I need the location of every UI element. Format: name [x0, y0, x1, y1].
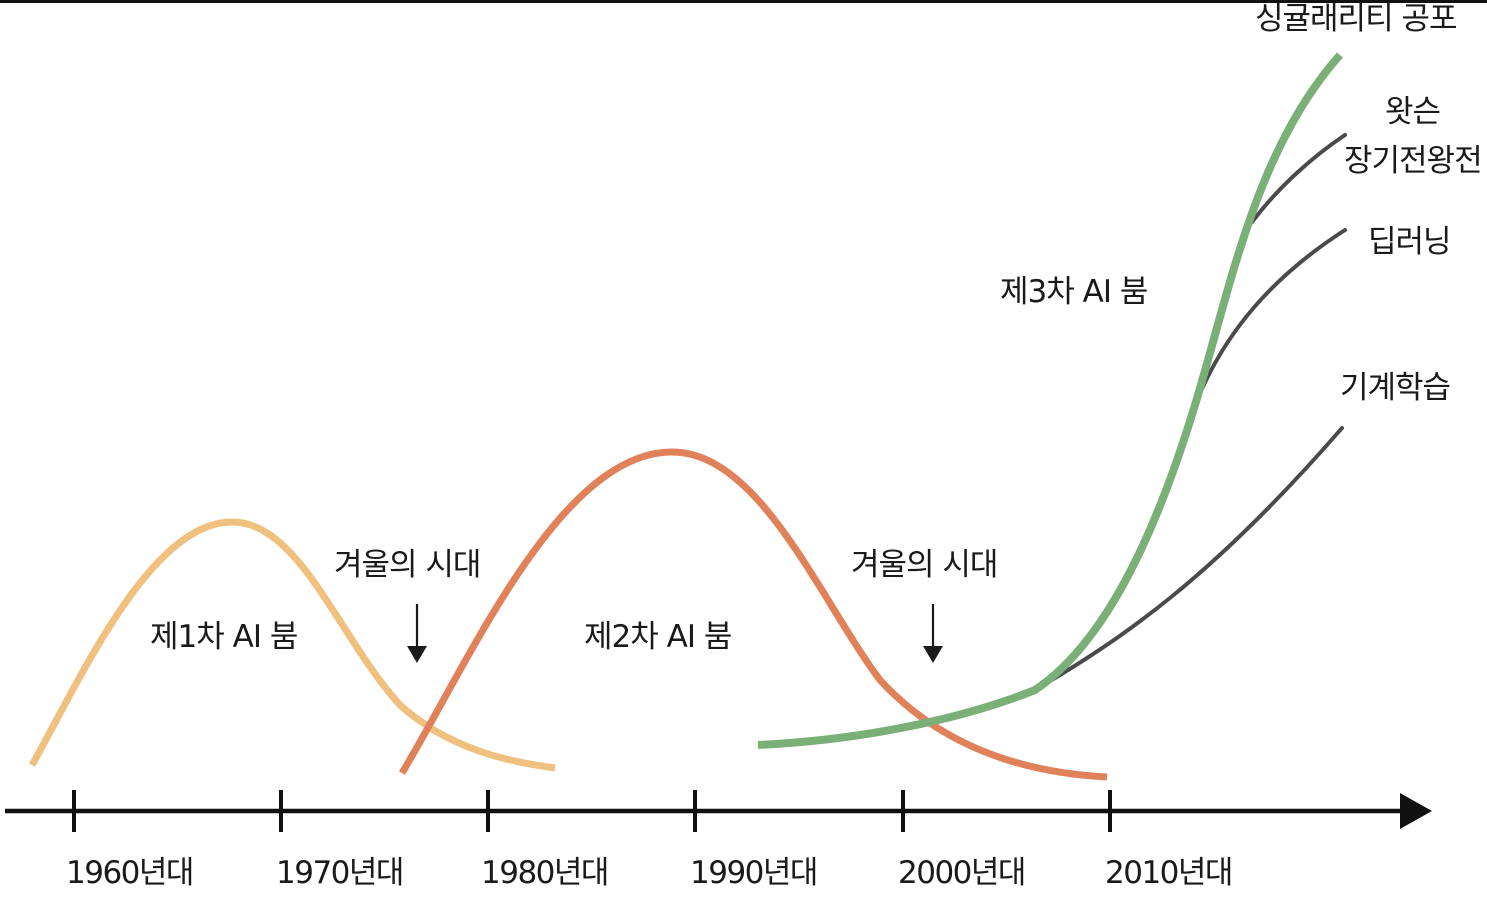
first-ai-boom-curve	[28, 518, 556, 772]
tick-label-2010s: 2010년대	[1105, 855, 1233, 891]
third-ai-boom-label: 제3차 AI 붐	[1000, 274, 1148, 310]
first-ai-boom-label: 제1차 AI 붐	[150, 619, 298, 655]
deep-learning-branch-line	[1193, 228, 1347, 407]
second-ai-boom-curve	[399, 448, 1108, 781]
second-winter-label: 겨울의 시대	[851, 547, 998, 583]
tick-label-2000s: 2000년대	[898, 855, 1026, 891]
singularity-fear-label: 싱귤래리티 공포	[1255, 1, 1457, 37]
watson-branch-line	[1250, 133, 1347, 224]
shogi-match-label: 장기전왕전	[1344, 143, 1483, 179]
watson-label: 왓슨	[1385, 94, 1441, 130]
second-ai-boom-label: 제2차 AI 붐	[584, 619, 732, 655]
top-border-rule	[0, 0, 1487, 3]
tick-label-1960s: 1960년대	[66, 855, 194, 891]
machine-learning-label: 기계학습	[1340, 370, 1451, 406]
winter-arrow-down-1	[407, 604, 427, 663]
third-ai-boom-curve	[757, 52, 1343, 749]
tick-label-1970s: 1970년대	[276, 855, 404, 891]
first-winter-label: 겨울의 시대	[334, 547, 481, 583]
timeline-axis-arrowhead	[1400, 793, 1432, 829]
timeline-ticks	[72, 790, 1112, 832]
machine-learning-branch-line	[1033, 426, 1344, 692]
tick-label-1980s: 1980년대	[481, 855, 609, 891]
tick-label-1990s: 1990년대	[690, 855, 818, 891]
deep-learning-label: 딥러닝	[1368, 224, 1452, 260]
winter-arrow-down-2	[923, 604, 943, 663]
